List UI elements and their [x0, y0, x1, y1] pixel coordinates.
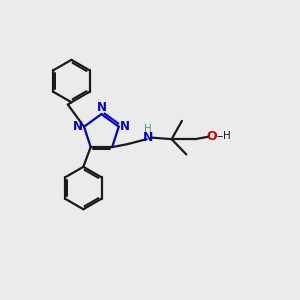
Text: N: N — [143, 131, 153, 144]
Text: H: H — [223, 131, 231, 141]
Text: N: N — [120, 120, 130, 133]
Text: N: N — [73, 120, 82, 133]
Text: N: N — [96, 101, 106, 114]
Text: O: O — [206, 130, 217, 143]
Text: –: – — [217, 130, 223, 143]
Text: H: H — [144, 124, 152, 134]
